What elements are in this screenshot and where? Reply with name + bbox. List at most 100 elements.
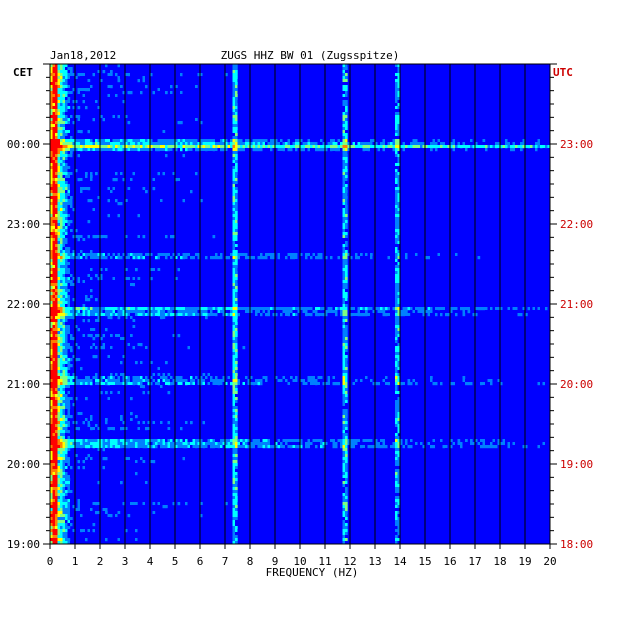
raster-cell — [235, 121, 238, 125]
raster-cell — [507, 145, 511, 149]
raster-cell — [160, 265, 163, 269]
raster-cell — [330, 88, 333, 92]
raster-cell — [50, 73, 53, 77]
raster-cell — [175, 145, 178, 149]
raster-cell — [200, 178, 203, 182]
raster-cell — [280, 157, 283, 161]
raster-cell — [450, 142, 453, 146]
raster-cell — [202, 148, 206, 152]
raster-cell — [247, 205, 251, 209]
raster-cell — [150, 112, 153, 116]
raster-cell — [185, 103, 188, 107]
raster-cell — [232, 163, 236, 167]
raster-cell — [185, 259, 188, 263]
raster-cell — [127, 190, 131, 194]
raster-cell — [170, 268, 173, 272]
raster-cell — [162, 253, 166, 257]
raster-cell — [155, 94, 158, 98]
raster-cell — [367, 187, 371, 191]
raster-cell — [70, 175, 73, 179]
raster-cell — [167, 208, 171, 212]
raster-cell — [175, 73, 178, 77]
raster-cell — [395, 214, 398, 218]
raster-cell — [67, 172, 71, 176]
raster-cell — [437, 178, 441, 182]
raster-cell — [57, 70, 61, 74]
raster-cell — [55, 193, 58, 197]
raster-cell — [282, 262, 286, 266]
raster-cell — [242, 142, 246, 146]
raster-cell — [342, 190, 346, 194]
raster-cell — [225, 118, 228, 122]
raster-cell — [317, 91, 321, 95]
raster-cell — [357, 256, 361, 260]
raster-cell — [387, 88, 391, 92]
raster-cell — [222, 217, 226, 221]
raster-cell — [60, 70, 63, 74]
raster-cell — [52, 220, 56, 224]
raster-cell — [340, 256, 343, 260]
raster-cell — [362, 76, 366, 80]
raster-cell — [55, 73, 58, 77]
raster-cell — [112, 223, 116, 227]
raster-cell — [75, 265, 78, 269]
raster-cell — [285, 115, 288, 119]
raster-cell — [105, 262, 108, 266]
raster-cell — [247, 253, 251, 257]
raster-cell — [287, 73, 291, 77]
raster-cell — [137, 172, 141, 176]
raster-cell — [277, 64, 281, 68]
raster-cell — [212, 211, 216, 215]
raster-cell — [60, 142, 63, 146]
raster-cell — [310, 190, 313, 194]
raster-cell — [220, 217, 223, 221]
raster-cell — [305, 253, 308, 257]
raster-cell — [157, 226, 161, 230]
raster-cell — [395, 172, 398, 176]
raster-cell — [460, 139, 463, 143]
raster-cell — [317, 130, 321, 134]
raster-cell — [190, 232, 193, 236]
raster-cell — [250, 97, 253, 101]
raster-cell — [262, 142, 266, 146]
raster-cell — [277, 88, 281, 92]
raster-cell — [425, 121, 428, 125]
raster-cell — [347, 142, 351, 146]
raster-cell — [427, 139, 431, 143]
raster-cell — [315, 202, 318, 206]
raster-cell — [290, 178, 293, 182]
raster-cell — [510, 148, 513, 152]
raster-cell — [67, 148, 71, 152]
raster-cell — [327, 79, 331, 83]
raster-cell — [190, 106, 193, 110]
raster-cell — [87, 121, 91, 125]
raster-cell — [197, 238, 201, 242]
raster-cell — [120, 262, 123, 266]
raster-cell — [50, 139, 53, 143]
raster-cell — [435, 118, 438, 122]
raster-cell — [255, 262, 258, 266]
raster-cell — [420, 199, 423, 203]
raster-cell — [382, 64, 386, 68]
raster-cell — [337, 148, 341, 152]
raster-cell — [242, 220, 246, 224]
raster-cell — [62, 190, 66, 194]
raster-cell — [140, 160, 143, 164]
raster-cell — [157, 178, 161, 182]
raster-cell — [342, 133, 346, 137]
raster-cell — [395, 187, 398, 191]
raster-cell — [202, 73, 206, 77]
raster-cell — [165, 121, 168, 125]
raster-cell — [55, 223, 58, 227]
raster-cell — [162, 268, 166, 272]
raster-cell — [110, 79, 113, 83]
raster-cell — [62, 109, 66, 113]
raster-cell — [52, 124, 56, 128]
raster-cell — [112, 238, 116, 242]
raster-cell — [95, 193, 98, 197]
raster-cell — [140, 181, 143, 185]
raster-cell — [180, 253, 183, 257]
raster-cell — [392, 169, 396, 173]
raster-cell — [130, 220, 133, 224]
raster-cell — [145, 94, 148, 98]
